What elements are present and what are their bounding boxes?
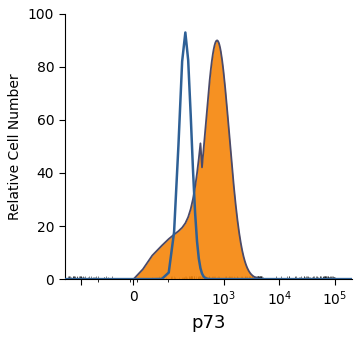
- Y-axis label: Relative Cell Number: Relative Cell Number: [8, 73, 22, 220]
- X-axis label: p73: p73: [191, 314, 225, 332]
